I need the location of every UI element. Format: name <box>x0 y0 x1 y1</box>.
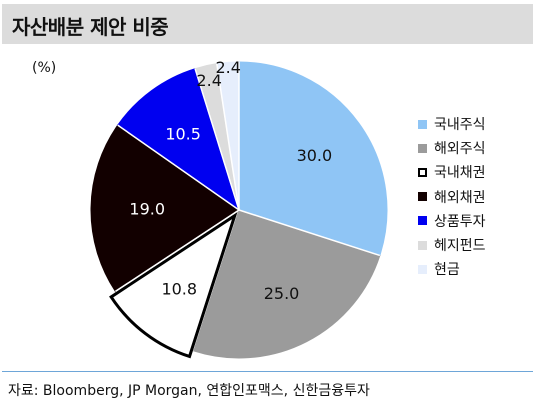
slice-value-label: 2.4 <box>196 71 221 90</box>
pie-slice-4 <box>90 124 240 293</box>
pie-slice-3 <box>109 211 238 359</box>
pie-slice-2 <box>193 209 381 359</box>
pie-slice-1 <box>238 61 388 257</box>
unit-label: (%) <box>32 60 57 76</box>
legend-label: 상품투자 <box>434 213 486 230</box>
title-bar: 자산배분 제안 비중 <box>2 4 533 44</box>
legend-item: 국내주식 <box>418 112 536 136</box>
legend-swatch <box>418 240 427 250</box>
legend-label: 해외채권 <box>434 189 486 206</box>
pie-slice-5 <box>117 68 240 212</box>
legend-label: 국내주식 <box>434 117 486 134</box>
slice-separator <box>238 209 381 257</box>
legend-label: 헤지펀드 <box>434 238 486 255</box>
slice-value-label: 10.8 <box>161 280 197 299</box>
chart-title: 자산배분 제안 비중 <box>12 15 169 39</box>
slice-value-label: 19.0 <box>129 200 165 219</box>
slice-value-label: 10.5 <box>165 125 201 144</box>
slice-separator <box>216 63 240 211</box>
source-note: 자료: Bloomberg, JP Morgan, 연합인포맥스, 신한금융투자 <box>8 383 370 399</box>
legend-swatch <box>418 264 427 274</box>
slice-value-label: 25.0 <box>264 284 300 303</box>
legend-swatch <box>418 119 427 129</box>
legend-label: 국내채권 <box>434 165 486 182</box>
slice-value-label: 30.0 <box>297 146 333 165</box>
legend-label: 해외주식 <box>434 141 486 158</box>
legend-swatch <box>418 143 427 153</box>
legend-item: 해외채권 <box>418 185 536 209</box>
slice-separator <box>117 124 240 211</box>
legend-item: 헤지펀드 <box>418 233 536 257</box>
slice-separator <box>194 68 240 211</box>
slice-value-label: 2.4 <box>215 58 240 77</box>
legend-item: 국내채권 <box>418 160 536 184</box>
legend-item: 해외주식 <box>418 136 536 160</box>
legend-label: 현금 <box>434 262 460 279</box>
legend-swatch <box>418 167 427 177</box>
slice-separator <box>114 209 240 293</box>
legend-item: 현금 <box>418 257 536 281</box>
legend-item: 상품투자 <box>418 209 536 233</box>
legend-swatch <box>418 216 427 226</box>
bottom-divider <box>2 371 533 372</box>
legend-swatch <box>418 192 427 202</box>
